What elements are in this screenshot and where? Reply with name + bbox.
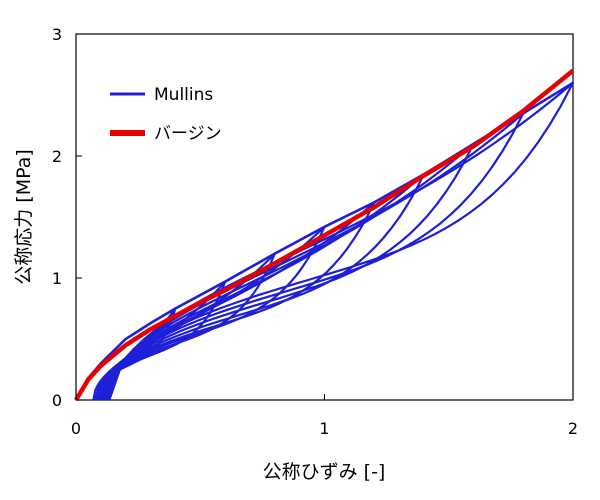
y-tick-label: 2 [52,147,62,166]
legend-label-virgin: バージン [154,124,222,144]
y-tick-label: 0 [52,391,62,410]
curves-layer [74,68,575,402]
y-axis-title: 公称応力 [MPa] [13,149,35,285]
y-tick-label: 3 [52,25,62,44]
virgin-curve-line [74,68,575,402]
legend-label-mullins: Mullins [154,85,213,105]
x-tick-label: 2 [568,419,578,438]
y-tick-label: 1 [52,269,62,288]
x-tick-label: 0 [71,419,81,438]
legend: Mullins バージン [110,85,222,144]
x-axis-title: 公称ひずみ [-] [263,461,386,483]
x-tick-label: 1 [319,419,329,438]
ticks-layer: 0 1 2 0 1 2 3 [52,25,578,438]
